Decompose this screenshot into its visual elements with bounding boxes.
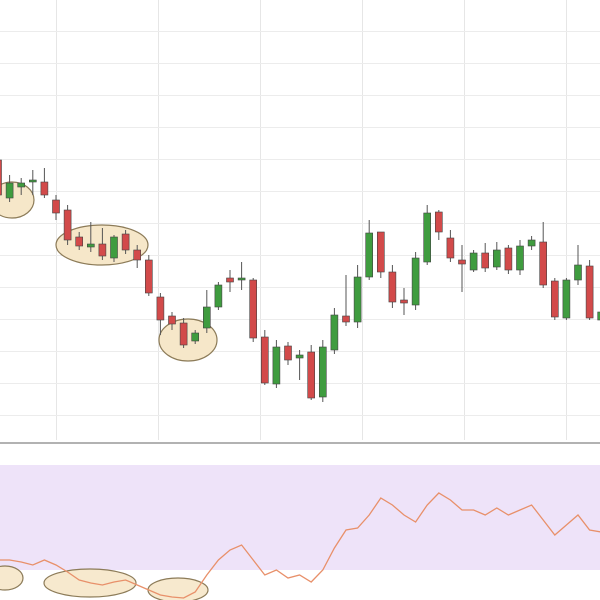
candle-body — [492, 249, 501, 268]
candle-body — [458, 259, 466, 265]
candle-body — [87, 243, 95, 248]
highlight-ellipse — [158, 318, 218, 362]
candle-body — [237, 277, 246, 281]
highlight-ellipse — [0, 181, 35, 219]
candle-body — [550, 280, 559, 318]
candle-body — [574, 264, 582, 281]
candle-body — [376, 231, 385, 273]
candle-body — [0, 159, 2, 196]
candle-body — [504, 247, 513, 271]
candle-body — [330, 314, 339, 351]
candle-body — [145, 259, 153, 294]
candle-body — [156, 296, 165, 321]
candle-body — [40, 181, 49, 196]
candle-body — [539, 241, 548, 286]
candle-body — [63, 209, 72, 241]
candle-body — [469, 252, 478, 271]
candle-body — [353, 276, 362, 323]
candle-body — [516, 245, 524, 271]
highlight-ellipse — [0, 565, 24, 591]
candle-body — [17, 182, 26, 188]
candle-body — [110, 236, 118, 259]
candle-body — [121, 233, 130, 251]
candle-body — [307, 351, 316, 399]
candle-body — [400, 299, 408, 304]
indicator-line — [0, 492, 600, 599]
candle-body — [133, 249, 141, 261]
candle-body — [446, 237, 455, 259]
candle-body — [226, 277, 234, 283]
candle-body — [585, 265, 594, 319]
candle-body — [388, 271, 397, 303]
candle-body — [272, 346, 281, 385]
candle-body — [527, 239, 536, 247]
highlight-ellipse — [147, 577, 209, 600]
candle-body — [318, 346, 327, 398]
candle-body — [423, 212, 432, 263]
candle-body — [260, 336, 269, 384]
candle-body — [203, 306, 211, 329]
highlights — [0, 565, 209, 600]
candle-body — [75, 236, 83, 247]
candle-body — [481, 252, 490, 269]
candle-body — [98, 243, 107, 257]
candle-body — [168, 315, 176, 325]
candle-body — [5, 182, 14, 199]
indicator-band — [0, 465, 600, 570]
candle-body — [249, 279, 257, 339]
candle-body — [365, 232, 374, 278]
candle-body — [28, 179, 37, 183]
candle-body — [434, 211, 443, 233]
candle-body — [411, 257, 420, 306]
candle-body — [214, 284, 223, 308]
candle-body — [52, 199, 60, 214]
candle-body — [342, 315, 350, 323]
candle-body — [597, 311, 600, 321]
candle-body — [284, 345, 292, 361]
candle-body — [562, 279, 571, 319]
candle-body — [295, 354, 304, 359]
candle-body — [191, 332, 199, 342]
candle-body — [179, 322, 188, 346]
